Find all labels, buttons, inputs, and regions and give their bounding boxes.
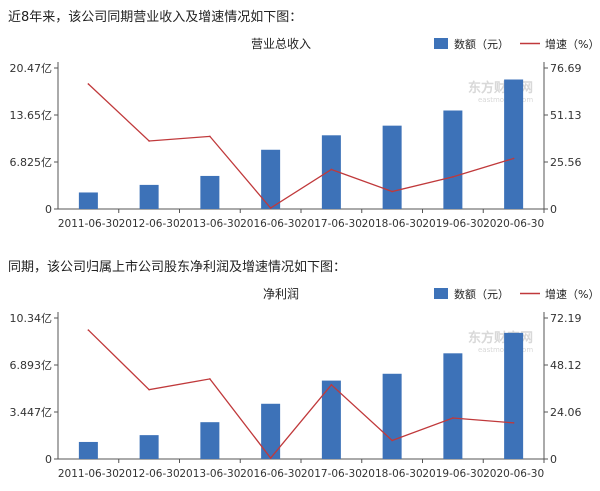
bar-2019-06-30 [443, 353, 463, 459]
legend-line-label: 增速（%） [545, 37, 599, 51]
growth-point-2017-06-30 [330, 168, 333, 171]
right-tick-label: 25.56 [550, 156, 582, 169]
bar-2020-06-30 [504, 332, 524, 459]
x-tick-label: 2012-06-30 [119, 218, 180, 230]
x-tick-label: 2019-06-30 [422, 468, 483, 480]
bar-2016-06-30 [261, 149, 281, 209]
bar-2019-06-30 [443, 110, 463, 209]
bar-2016-06-30 [261, 403, 281, 459]
right-tick-label: 0 [550, 203, 557, 216]
x-tick-label: 2020-06-30 [483, 218, 544, 230]
chart-title: 营业总收入 [251, 37, 311, 51]
x-tick-label: 2011-06-30 [58, 468, 119, 480]
growth-point-2017-06-30 [330, 383, 333, 386]
left-tick-label: 0 [45, 453, 52, 466]
chart-title: 净利润 [263, 287, 299, 301]
watermark-logo: 东方财富网 [468, 330, 533, 346]
growth-point-2011-06-30 [87, 83, 90, 85]
growth-rate-line [87, 83, 514, 209]
growth-point-2013-06-30 [209, 378, 211, 380]
x-tick-label: 2018-06-30 [362, 468, 423, 480]
left-tick-label: 6.825亿 [10, 156, 53, 169]
left-tick-label: 10.34亿 [10, 312, 53, 325]
right-tick-label: 51.13 [550, 109, 582, 122]
revenue-chart: 营业总收入数额（元）增速（%）东方财富网eastmoney.com06.825亿… [10, 37, 600, 230]
bar-2012-06-30 [139, 184, 159, 209]
growth-point-2019-06-30 [452, 176, 454, 178]
growth-point-2019-06-30 [452, 417, 454, 419]
x-tick-label: 2019-06-30 [422, 218, 483, 230]
chart-2-heading: 同期，该公司归属上市公司股东净利润及增速情况如下图： [8, 260, 347, 275]
legend-line-label: 增速（%） [545, 287, 599, 301]
bar-2012-06-30 [139, 435, 159, 459]
right-tick-label: 48.12 [550, 359, 582, 372]
right-tick-label: 0 [550, 453, 557, 466]
growth-point-2012-06-30 [148, 388, 150, 391]
x-tick-label: 2016-06-30 [240, 468, 301, 480]
growth-point-2013-06-30 [209, 135, 211, 138]
bar-2013-06-30 [200, 422, 220, 459]
bar-2011-06-30 [78, 192, 98, 209]
left-tick-label: 6.893亿 [10, 359, 53, 372]
bar-2018-06-30 [382, 373, 402, 459]
growth-point-2020-06-30 [512, 157, 515, 160]
growth-point-2011-06-30 [87, 329, 90, 331]
x-tick-label: 2020-06-30 [483, 468, 544, 480]
growth-point-2012-06-30 [148, 140, 150, 142]
x-tick-label: 2012-06-30 [119, 468, 180, 480]
left-tick-label: 20.47亿 [10, 62, 53, 75]
growth-point-2018-06-30 [391, 439, 393, 442]
growth-point-2020-06-30 [512, 422, 515, 424]
left-tick-label: 0 [45, 203, 52, 216]
legend-bar-label: 数额（元） [454, 288, 509, 301]
x-tick-label: 2018-06-30 [362, 218, 423, 230]
growth-point-2016-06-30 [269, 207, 272, 209]
x-tick-label: 2013-06-30 [179, 468, 240, 480]
bar-2017-06-30 [321, 135, 341, 209]
left-tick-label: 13.65亿 [10, 109, 53, 122]
growth-point-2018-06-30 [391, 190, 393, 193]
bar-2011-06-30 [78, 441, 98, 459]
bar-2018-06-30 [382, 125, 402, 209]
left-tick-label: 3.447亿 [10, 406, 53, 419]
bar-2020-06-30 [504, 79, 524, 209]
x-tick-label: 2011-06-30 [58, 218, 119, 230]
net-profit-chart: 净利润数额（元）增速（%）东方财富网eastmoney.com03.447亿6.… [10, 287, 600, 480]
x-tick-label: 2017-06-30 [301, 218, 362, 230]
right-tick-label: 24.06 [550, 406, 582, 419]
x-tick-label: 2016-06-30 [240, 218, 301, 230]
legend-bar-swatch [434, 38, 448, 49]
growth-point-2016-06-30 [269, 457, 272, 459]
x-tick-label: 2017-06-30 [301, 468, 362, 480]
chart-1-heading: 近8年来，该公司同期营业收入及增速情况如下图： [8, 10, 303, 25]
growth-rate-line [87, 329, 514, 460]
bar-2017-06-30 [321, 380, 341, 459]
bar-2013-06-30 [200, 175, 220, 209]
watermark-logo: 东方财富网 [468, 80, 533, 96]
right-tick-label: 76.69 [550, 62, 582, 75]
legend-bar-swatch [434, 288, 448, 299]
x-tick-label: 2013-06-30 [179, 218, 240, 230]
right-tick-label: 72.19 [550, 312, 582, 325]
legend-bar-label: 数额（元） [454, 38, 509, 51]
